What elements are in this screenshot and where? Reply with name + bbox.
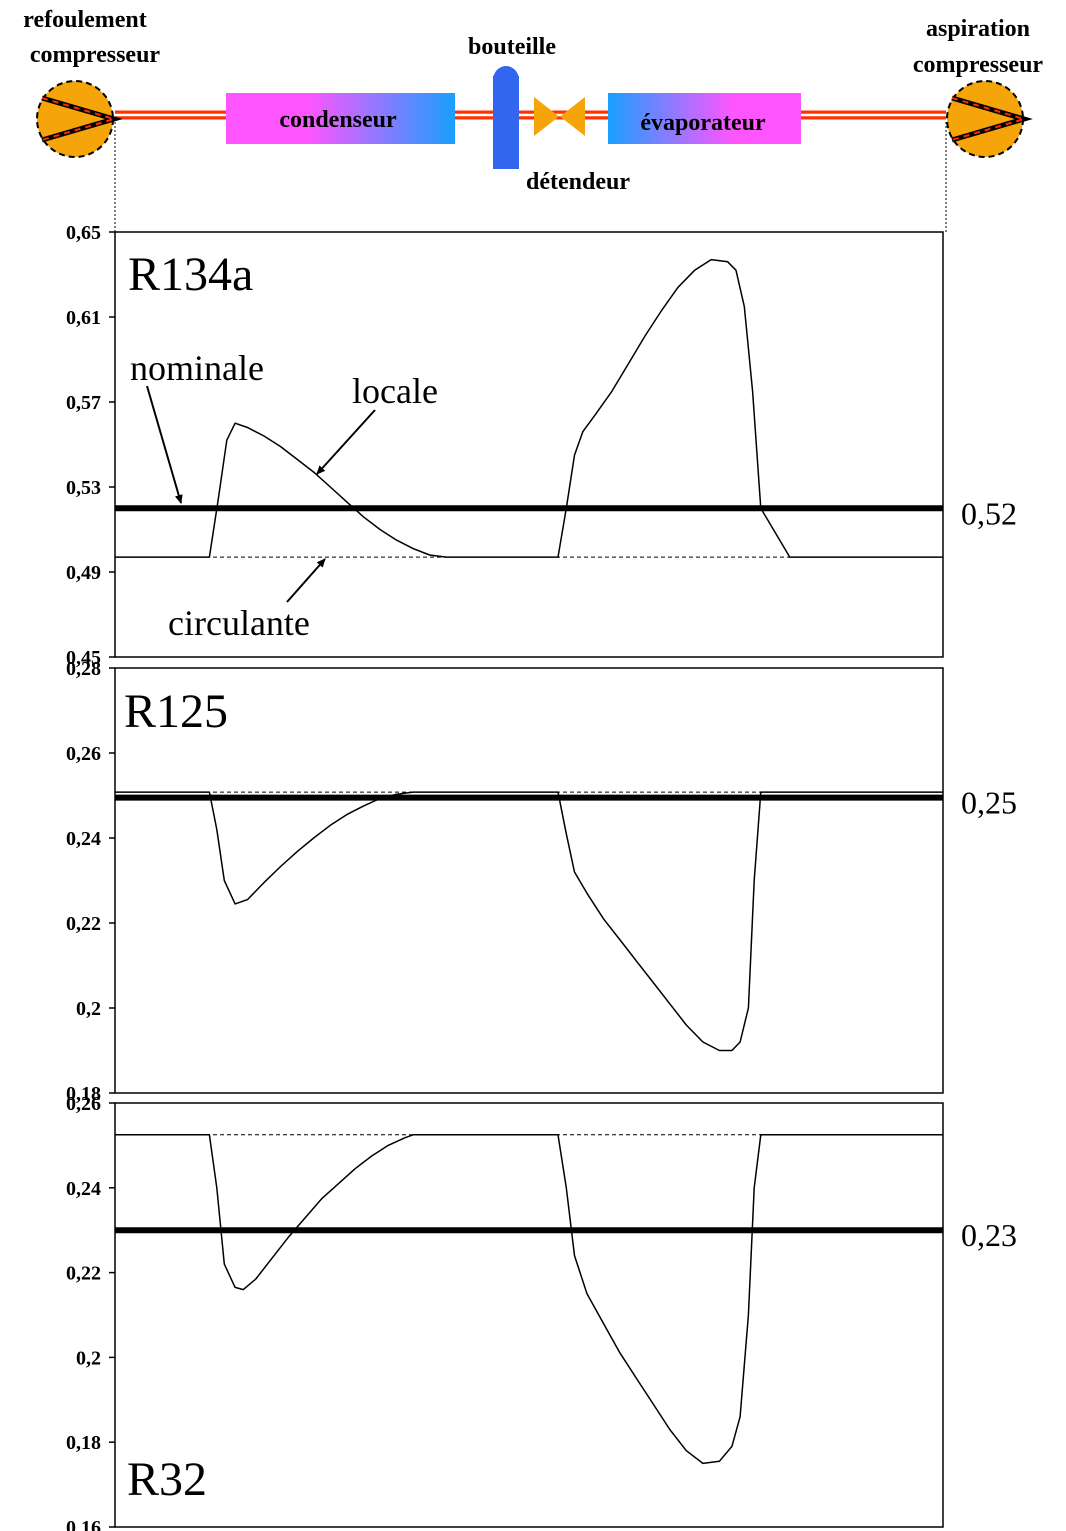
arrow-nominale [146,385,183,504]
refoulement-label-line2: compresseur [30,42,161,68]
condenseur-box [226,93,455,144]
chart-panel-r134a: 0,45 0,49 0,53 0,57 0,61 0,65 0,52 R134a [66,222,1017,669]
y-tick-label: 0,2 [76,1347,101,1369]
y-tick-label: 0,22 [66,1263,101,1285]
plot-frame [114,1102,944,1528]
y-tick-label: 0,18 [66,1083,101,1105]
plot-frame [114,667,944,1094]
y-tick-label: 0,22 [66,913,101,935]
y-tick-label: 0,16 [66,1517,101,1531]
y-tick-label: 0,53 [66,477,101,499]
nominal-value-label: 0,52 [961,495,1017,531]
local-curve [115,1134,943,1465]
chart-panel-r125: 0,18 0,2 0,22 0,24 0,26 0,28 0,25 R125 [66,658,1017,1105]
y-tick-label: 0,57 [66,392,101,414]
y-tick-label: 0,24 [66,1178,101,1200]
y-tick-label: 0,24 [66,828,101,850]
evaporateur-label: évaporateur [640,110,766,136]
refoulement-label-line1: refoulement [23,7,147,33]
aspiration-label-line2: compresseur [913,52,1044,78]
detendeur-icon [534,97,585,136]
detendeur-label: détendeur [526,169,630,195]
evaporateur-box [608,93,801,144]
y-tick-label: 0,61 [66,307,101,329]
annotation-circulante: circulante [168,603,310,643]
aspiration-compressor-icon [946,80,1033,158]
local-curve [115,258,943,558]
y-tick-label: 0,49 [66,562,101,584]
y-tick-label: 0,26 [66,743,101,765]
chart-panel-r32: 0,16 0,18 0,2 0,22 0,24 0,26 0,23 R32 [66,1093,1017,1531]
arrow-locale [316,409,376,475]
y-tick-label: 0,18 [66,1432,101,1454]
y-tick-label: 0,45 [66,647,101,669]
y-tick-label: 0,26 [66,1093,101,1115]
y-tick-label: 0,65 [66,222,101,244]
condenseur-label: condenseur [279,107,397,133]
annotation-nominale: nominale [130,348,264,388]
chart-title: R125 [124,685,228,738]
local-curve [115,791,943,1052]
nominal-value-label: 0,25 [961,785,1017,821]
chart-title: R32 [127,1453,207,1506]
annotation-locale: locale [352,371,438,411]
y-tick-label: 0,28 [66,658,101,680]
refoulement-compressor-icon [36,80,123,158]
charts: 0,450,490,530,570,610,650,52R134a0,180,2… [66,222,1017,1531]
plot-frame [114,231,944,658]
aspiration-label-line1: aspiration [926,16,1030,42]
chart-title: R134a [128,248,253,301]
annotations: nominale locale circulante [130,348,438,643]
nominal-value-label: 0,23 [961,1217,1017,1253]
bouteille-icon [493,66,519,169]
bouteille-label: bouteille [468,34,556,60]
arrow-circulante [286,558,326,603]
schematic: condenseur évaporateur bouteille détende… [23,7,1043,232]
y-tick-label: 0,2 [76,998,101,1020]
